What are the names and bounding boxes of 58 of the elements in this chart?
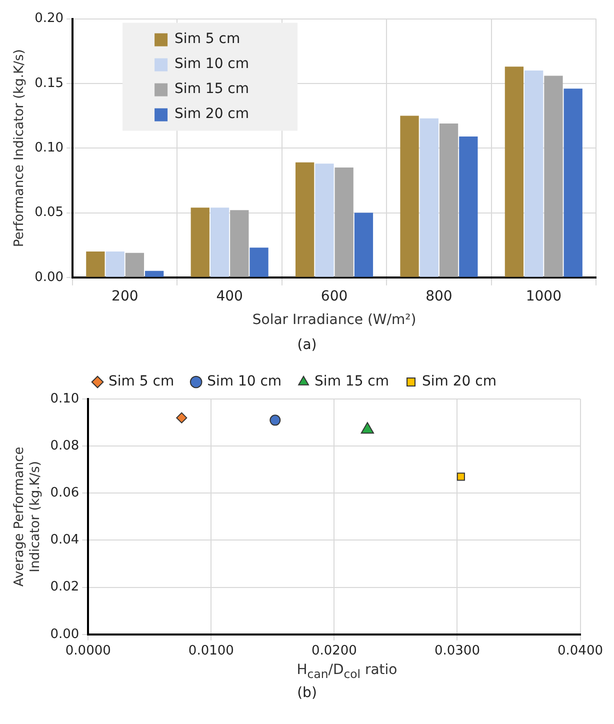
bar (354, 212, 374, 277)
x-tick-label: 0.0100 (188, 644, 234, 659)
bar (210, 208, 230, 277)
bar (190, 208, 210, 277)
x-tick-label: 0.0400 (558, 644, 604, 659)
legend-label: Sim 15 cm (314, 374, 390, 390)
bar (250, 248, 268, 277)
y-tick-label: 0.04 (50, 532, 80, 548)
y-tick-label: 0.06 (50, 486, 80, 501)
bar (400, 116, 419, 277)
bar (420, 118, 438, 277)
bar (230, 210, 249, 277)
y-axis-title: Performance Indicator (kg.K/s) (12, 49, 28, 248)
legend-label: Sim 10 cm (174, 56, 250, 72)
bar (439, 124, 458, 277)
y-tick-label: 0.08 (50, 438, 80, 454)
bar (86, 252, 105, 277)
x-tick-label: 200 (112, 288, 138, 304)
legend-label: Sim 5 cm (174, 30, 240, 47)
y-axis-title: Average Performance Indicator (kg.K/s) (12, 446, 43, 587)
bar (459, 136, 478, 277)
y-tick-label: 0.00 (34, 270, 64, 285)
text: (b) (296, 684, 318, 703)
legend-label: Sim 20 cm (174, 106, 250, 122)
legend-label: Sim 10 cm (207, 374, 282, 390)
point (456, 472, 465, 481)
y-tick-label: 0.20 (34, 11, 64, 26)
y-tick-label: 0.02 (50, 580, 80, 595)
y-tick-label: 0.10 (50, 391, 80, 406)
y-tick-label: 0.00 (50, 626, 80, 642)
x-tick-label: 0.0000 (65, 644, 111, 659)
x-tick-label: 0.0300 (434, 644, 480, 659)
x-axis-title: H$_{can}$/D$_{col}$ ratio (296, 662, 398, 681)
x-tick-label: 800 (426, 288, 452, 304)
x-axis-title: Solar Irradiance (W/m²) (252, 312, 416, 328)
bar (564, 88, 582, 277)
legend-label: Sim 15 cm (174, 80, 250, 97)
point (176, 412, 188, 424)
y-tick-label: 0.15 (34, 76, 64, 91)
bar (296, 162, 314, 277)
x-tick-label: 600 (320, 288, 348, 304)
bar (315, 164, 334, 277)
bar (334, 167, 354, 277)
bar (544, 76, 563, 277)
x-tick-label: 400 (216, 288, 243, 304)
text: (a) (296, 336, 318, 355)
x-tick-label: 1000 (526, 288, 562, 304)
point (270, 414, 281, 426)
bar (145, 270, 164, 277)
y-tick-label: 0.10 (34, 140, 64, 156)
y-tick-label: 0.05 (34, 205, 64, 220)
legend-label: Sim 20 cm (422, 374, 496, 390)
legend-label: Sim 5 cm (108, 374, 174, 390)
bar (106, 252, 124, 277)
bar (524, 70, 544, 277)
bar (504, 66, 524, 277)
x-tick-label: 0.0200 (311, 644, 357, 659)
bar (125, 252, 144, 277)
